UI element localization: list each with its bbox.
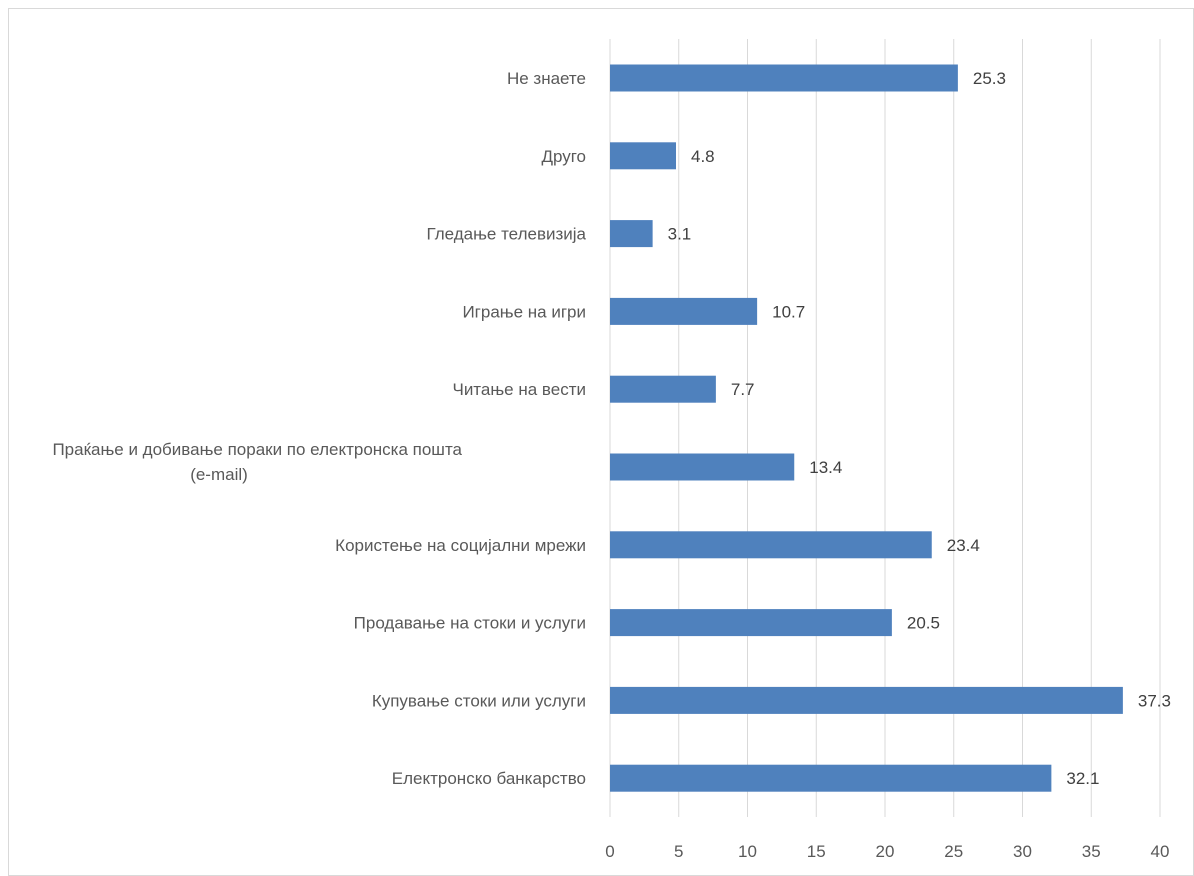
bar-value-label: 23.4 <box>947 536 980 555</box>
x-tick-label: 40 <box>1151 842 1170 861</box>
category-label-line-2: (e-mail) <box>190 465 248 484</box>
bar <box>610 686 1123 714</box>
x-tick-label: 15 <box>807 842 826 861</box>
gridlines <box>609 39 1161 817</box>
x-tick-label: 0 <box>605 842 614 861</box>
bar <box>610 375 716 403</box>
bar-value-label: 3.1 <box>668 225 692 244</box>
bar <box>610 531 932 559</box>
x-tick-label: 30 <box>1013 842 1032 861</box>
x-tick-label: 5 <box>674 842 683 861</box>
value-labels: 25.3 4.8 3.1 10.7 7.7 13.4 23.4 20.5 37.3 32.1 <box>668 69 1171 788</box>
category-label: Користење на социјални мрежи <box>335 536 586 555</box>
category-label: Гледање телевизија <box>426 225 586 244</box>
x-tick-label: 10 <box>738 842 757 861</box>
x-tick-label: 25 <box>944 842 963 861</box>
category-label: Читање на вести <box>452 380 586 399</box>
category-label: Купување стоки или услуги <box>372 691 586 710</box>
bars <box>610 64 1123 792</box>
category-label: Не знаете <box>507 69 586 88</box>
category-label: Праќање и добивање пораки по електронска… <box>52 440 462 459</box>
category-label: Електронско банкарство <box>392 769 586 788</box>
bar-value-label: 7.7 <box>731 380 755 399</box>
category-label: Играње на игри <box>462 302 586 321</box>
partial-header-text <box>0 0 420 8</box>
category-label: Друго <box>541 147 586 166</box>
bar <box>610 453 795 481</box>
bar-value-label: 4.8 <box>691 147 715 166</box>
x-tick-label: 35 <box>1082 842 1101 861</box>
bar <box>610 64 958 92</box>
bar <box>610 220 653 248</box>
bar-value-label: 13.4 <box>809 458 842 477</box>
bar <box>610 764 1052 792</box>
category-labels: Не знаете Друго Гледање телевизија Играње н… <box>52 69 586 788</box>
bar-value-label: 20.5 <box>907 614 940 633</box>
chart-area: 25.3 4.8 3.1 10.7 7.7 13.4 23.4 20.5 37.3 32.1 Не… <box>8 8 1194 876</box>
bar-value-label: 32.1 <box>1066 769 1099 788</box>
x-tick-label: 20 <box>876 842 895 861</box>
bar-value-label: 10.7 <box>772 302 805 321</box>
bar-value-label: 25.3 <box>973 69 1006 88</box>
x-axis-ticks: 0 5 10 15 20 25 30 35 40 <box>605 842 1169 861</box>
bar <box>610 297 758 325</box>
bar-value-label: 37.3 <box>1138 691 1171 710</box>
bar <box>610 142 676 170</box>
bar <box>610 609 892 637</box>
category-label: Продавање на стоки и услуги <box>354 614 586 633</box>
bar-chart: 25.3 4.8 3.1 10.7 7.7 13.4 23.4 20.5 37.3 32.1 Не… <box>52 39 1171 861</box>
